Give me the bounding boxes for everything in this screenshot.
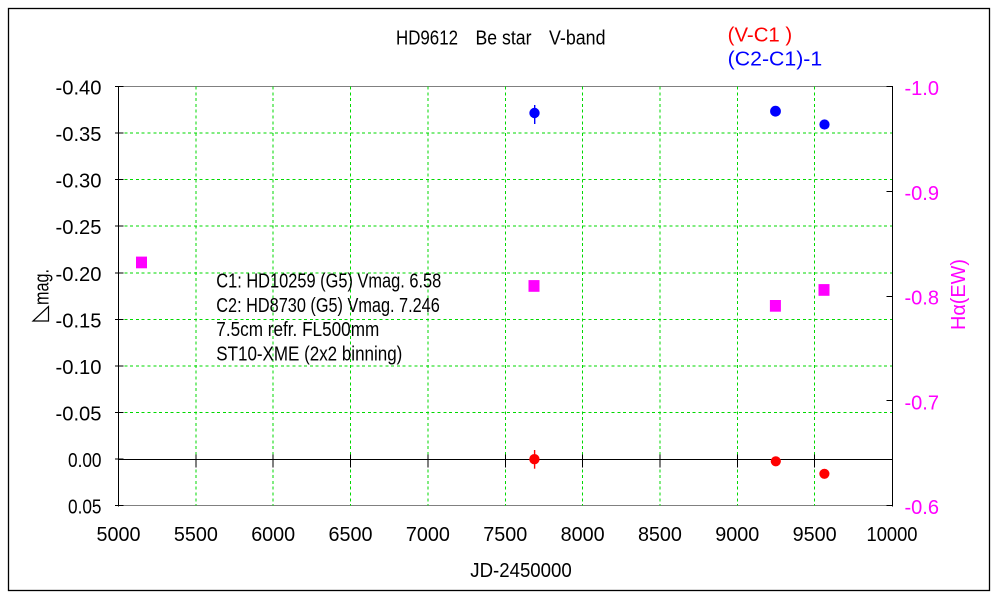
svg-text:0.05: 0.05: [68, 497, 102, 519]
svg-text:7.5cm refr. FL500mm: 7.5cm refr. FL500mm: [216, 319, 379, 341]
svg-text:10000: 10000: [867, 524, 918, 546]
svg-text:-1.0: -1.0: [905, 78, 940, 100]
svg-text:7000: 7000: [406, 524, 450, 546]
svg-text:JD-2450000: JD-2450000: [470, 560, 572, 582]
svg-text:5500: 5500: [174, 524, 218, 546]
svg-text:-0.7: -0.7: [905, 392, 940, 414]
svg-text:5000: 5000: [97, 524, 141, 546]
svg-text:-0.25: -0.25: [56, 217, 102, 239]
svg-text:9500: 9500: [793, 524, 837, 546]
svg-text:-0.20: -0.20: [56, 264, 102, 286]
svg-text:0.00: 0.00: [68, 450, 102, 472]
svg-text:9000: 9000: [715, 524, 759, 546]
svg-text:-0.30: -0.30: [56, 171, 102, 193]
svg-text:(C2-C1)-1: (C2-C1)-1: [728, 49, 823, 71]
svg-text:6000: 6000: [251, 524, 295, 546]
svg-text:6500: 6500: [329, 524, 373, 546]
svg-text:HD9612: HD9612: [396, 28, 458, 50]
svg-text:-0.8: -0.8: [905, 288, 940, 310]
svg-text:ST10-XME (2x2 binning): ST10-XME (2x2 binning): [216, 343, 402, 365]
svg-text:C2: HD8730 (G5) Vmag. 7.246: C2: HD8730 (G5) Vmag. 7.246: [216, 295, 439, 317]
svg-text:-0.15: -0.15: [56, 310, 102, 332]
svg-text:7500: 7500: [483, 524, 527, 546]
svg-text:Be star: Be star: [476, 28, 532, 50]
svg-text:-0.6: -0.6: [905, 497, 940, 519]
svg-text:8500: 8500: [638, 524, 682, 546]
svg-text:-0.40: -0.40: [56, 78, 102, 100]
svg-text:-0.9: -0.9: [905, 183, 940, 205]
svg-text:mag.: mag.: [32, 269, 54, 305]
svg-text:V-band: V-band: [549, 28, 606, 50]
svg-text:Hα(EW): Hα(EW): [948, 259, 970, 330]
svg-text:-0.10: -0.10: [56, 357, 102, 379]
svg-text:-0.05: -0.05: [56, 404, 102, 426]
svg-text:-0.35: -0.35: [56, 124, 102, 146]
svg-text:(V-C1 ): (V-C1 ): [728, 25, 793, 47]
svg-text:C1: HD10259 (G5) Vmag. 6.58: C1: HD10259 (G5) Vmag. 6.58: [216, 271, 441, 293]
svg-text:8000: 8000: [561, 524, 605, 546]
